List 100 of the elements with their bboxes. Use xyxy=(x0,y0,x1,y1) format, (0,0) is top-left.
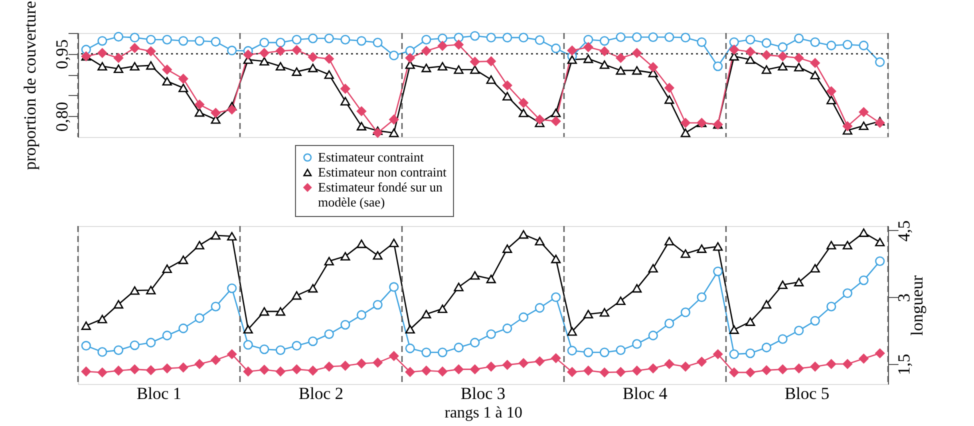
point xyxy=(81,321,91,330)
point xyxy=(356,358,366,368)
point xyxy=(551,44,561,54)
point xyxy=(778,280,788,290)
point xyxy=(664,32,674,42)
point xyxy=(745,55,756,64)
point xyxy=(130,286,140,295)
point xyxy=(421,46,432,56)
point xyxy=(421,34,432,44)
point xyxy=(583,366,594,376)
point xyxy=(632,339,642,349)
point xyxy=(405,344,415,354)
point xyxy=(162,76,172,86)
point xyxy=(340,96,350,106)
point xyxy=(648,264,658,273)
point xyxy=(518,312,528,322)
point xyxy=(227,232,237,241)
point xyxy=(389,238,399,248)
annotation: Bloc 5 xyxy=(784,384,830,403)
point xyxy=(470,271,480,280)
point xyxy=(680,32,690,42)
point xyxy=(729,37,739,47)
point xyxy=(551,108,561,118)
point xyxy=(616,345,626,355)
point xyxy=(340,252,350,261)
point xyxy=(340,34,350,44)
point xyxy=(194,313,204,323)
point xyxy=(778,364,788,374)
point xyxy=(600,46,610,56)
point xyxy=(729,349,739,360)
point xyxy=(534,303,545,313)
point xyxy=(858,275,869,286)
point xyxy=(470,338,480,348)
point xyxy=(210,355,221,365)
point xyxy=(389,282,399,292)
point xyxy=(340,360,350,371)
point xyxy=(842,288,852,298)
point xyxy=(810,37,820,47)
point xyxy=(114,345,124,355)
point xyxy=(713,266,723,276)
point xyxy=(826,40,836,50)
point xyxy=(356,310,366,320)
point xyxy=(842,121,852,132)
point xyxy=(583,34,594,44)
point xyxy=(551,254,561,264)
point xyxy=(405,53,415,63)
point xyxy=(632,66,642,75)
point xyxy=(259,57,270,66)
point xyxy=(292,340,302,351)
point xyxy=(486,32,496,42)
point xyxy=(114,32,124,42)
point xyxy=(372,251,383,260)
point xyxy=(664,95,674,104)
point xyxy=(729,368,739,378)
x-axis-title: rangs 1 à 10 xyxy=(444,404,522,422)
point xyxy=(114,53,124,63)
point xyxy=(745,34,756,44)
annotation: Bloc 4 xyxy=(622,384,668,403)
point xyxy=(713,61,723,72)
point xyxy=(567,55,577,64)
point xyxy=(583,42,594,52)
point xyxy=(372,38,383,48)
point xyxy=(794,53,804,63)
point xyxy=(276,62,286,71)
point xyxy=(324,362,334,372)
point xyxy=(308,336,318,346)
point xyxy=(680,118,690,128)
point xyxy=(534,236,545,246)
point xyxy=(551,353,561,364)
point xyxy=(567,46,577,56)
point xyxy=(875,348,885,358)
point xyxy=(875,57,885,67)
point xyxy=(502,80,512,90)
point xyxy=(178,84,188,92)
point xyxy=(794,364,804,374)
point xyxy=(600,308,610,317)
y-tick-label: 0,95 xyxy=(52,39,72,70)
point xyxy=(502,32,512,42)
point xyxy=(486,56,496,66)
point xyxy=(762,38,772,48)
point xyxy=(178,256,188,264)
point xyxy=(259,307,270,316)
point xyxy=(502,360,512,370)
point xyxy=(842,359,852,369)
point xyxy=(762,365,772,376)
point xyxy=(794,34,804,44)
point xyxy=(664,359,674,369)
point xyxy=(696,244,707,253)
point xyxy=(696,37,707,47)
point xyxy=(470,65,480,74)
point xyxy=(162,64,172,74)
point xyxy=(227,349,237,360)
point xyxy=(518,358,528,368)
point xyxy=(567,327,577,336)
point xyxy=(324,70,334,79)
point xyxy=(616,66,626,75)
point xyxy=(842,240,852,250)
point xyxy=(534,114,545,124)
point xyxy=(276,38,286,48)
point xyxy=(178,324,188,334)
